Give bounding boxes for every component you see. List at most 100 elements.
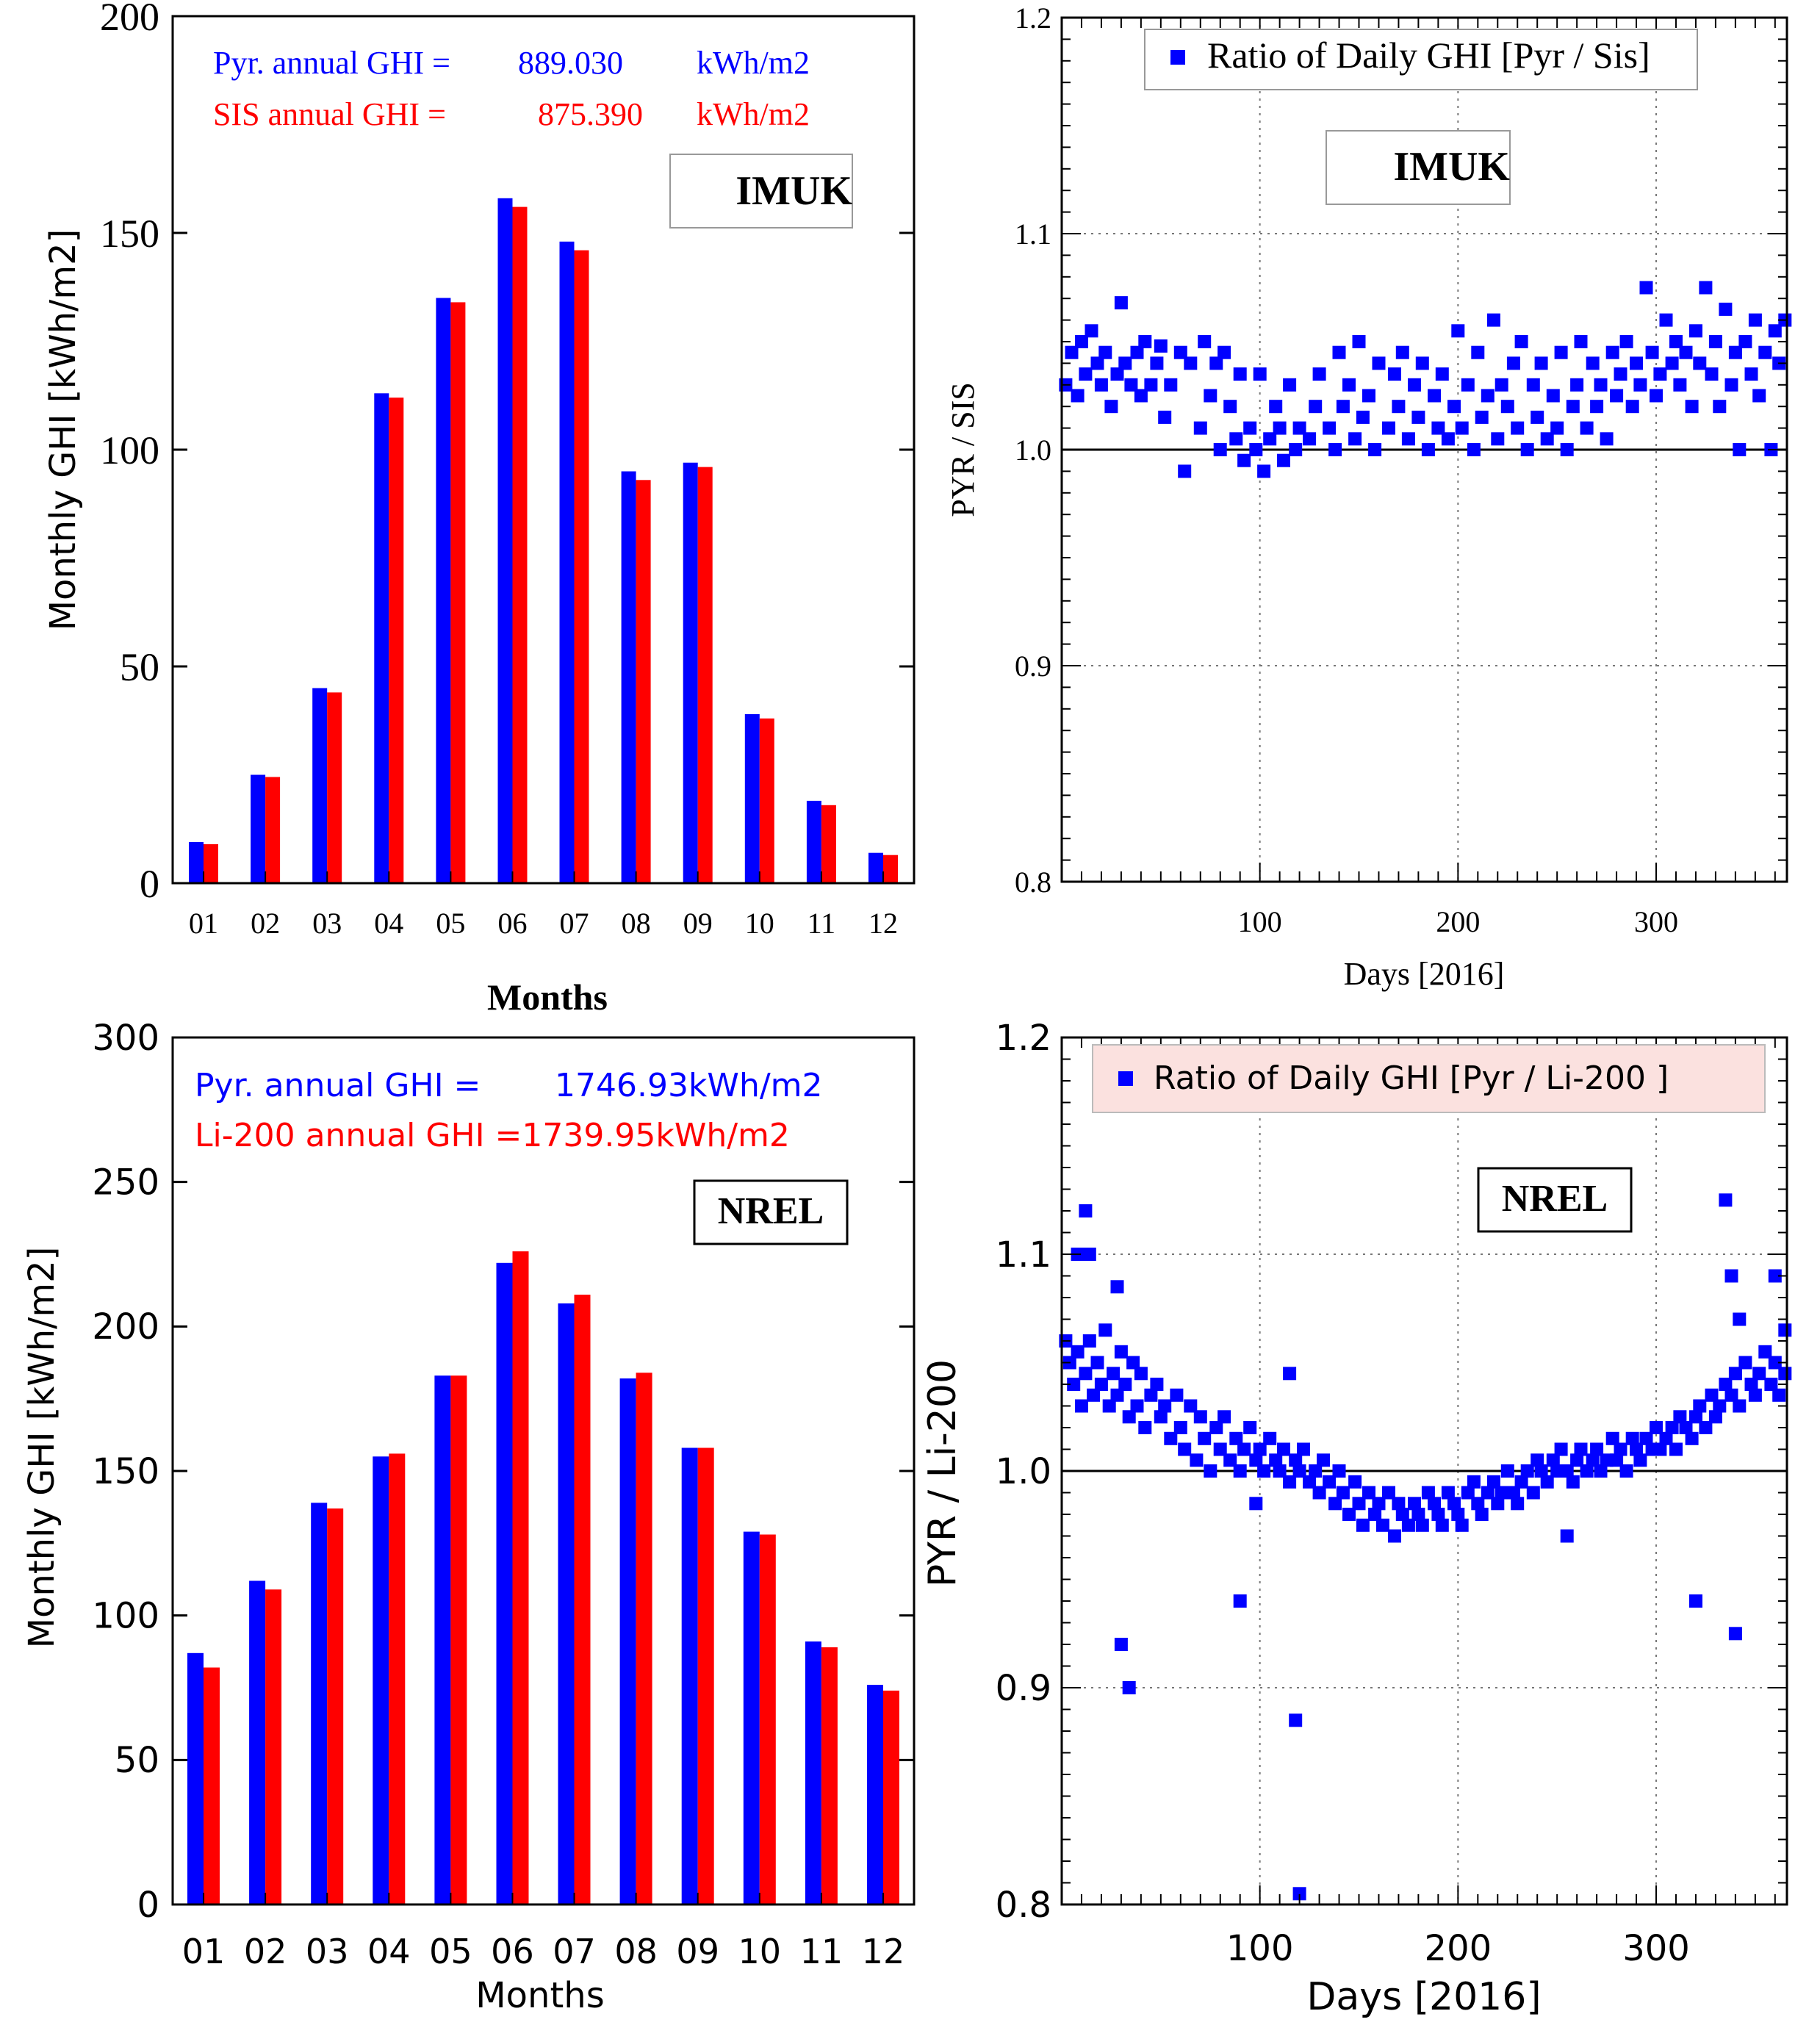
data-point	[1600, 432, 1614, 446]
data-point	[1428, 1497, 1441, 1511]
bar-li200-04	[389, 1453, 406, 1904]
bar-pyr-03	[312, 688, 328, 883]
bar-pyr-12	[867, 1685, 883, 1904]
data-point	[1653, 367, 1667, 381]
data-point	[1362, 1486, 1375, 1500]
data-point	[1170, 1388, 1184, 1402]
bar-pyr-01	[187, 1652, 204, 1904]
data-point	[1534, 356, 1548, 370]
data-point	[1520, 443, 1534, 456]
y-tick-label: 1.0	[1015, 434, 1051, 467]
data-point	[1289, 1453, 1303, 1467]
data-point	[1328, 443, 1342, 456]
bar-pyr-02	[251, 774, 266, 883]
data-point	[1610, 389, 1624, 403]
y-axis-label: PYR / SIS	[945, 382, 981, 517]
y-tick-label: 0.8	[1015, 866, 1051, 899]
x-tick-label: 02	[244, 1932, 287, 1971]
data-point	[1451, 324, 1465, 338]
data-point	[1546, 1453, 1560, 1467]
imuk-ratio-chart: 100 200 300 0.8 0.9 1.0 1.1 1.2 Ratio of Daily …	[945, 1, 1792, 992]
x-tick-label: 10	[738, 1932, 782, 1971]
legend-box	[1092, 1044, 1766, 1113]
data-point	[1570, 378, 1584, 392]
data-point	[1193, 1410, 1207, 1424]
bar-pyr-09	[681, 1447, 698, 1904]
data-point	[1639, 281, 1653, 295]
data-point	[1689, 1410, 1702, 1424]
data-point	[1392, 1497, 1406, 1511]
data-point	[1257, 1464, 1271, 1478]
data-point	[1475, 410, 1489, 424]
x-axis-label: Days [2016]	[1344, 956, 1505, 992]
data-point	[1693, 356, 1707, 370]
data-point	[1164, 378, 1178, 392]
data-point	[1164, 1431, 1178, 1445]
data-point	[1382, 421, 1395, 435]
bar-sis-10	[759, 718, 774, 883]
data-point	[1332, 345, 1346, 359]
data-point	[1421, 1486, 1435, 1500]
data-point	[1441, 1486, 1455, 1500]
data-point	[1297, 1442, 1310, 1456]
data-point	[1269, 400, 1283, 414]
data-point	[1249, 1453, 1263, 1467]
data-point	[1198, 335, 1212, 348]
data-point	[1193, 421, 1207, 435]
station-label: IMUK	[1393, 144, 1510, 190]
data-point	[1233, 367, 1247, 381]
data-point	[1590, 400, 1604, 414]
data-point	[1441, 432, 1455, 446]
data-point	[1079, 367, 1093, 381]
data-point	[1190, 1453, 1204, 1467]
data-point	[1204, 389, 1217, 403]
y-tick-label: 150	[100, 212, 159, 256]
x-tick-label: 100	[1226, 1928, 1294, 1969]
data-point	[1699, 1421, 1713, 1434]
data-point	[1144, 378, 1158, 392]
li200-annual-text: Li-200 annual GHI =1739.95kWh/m2	[195, 1117, 790, 1154]
data-point	[1150, 356, 1164, 370]
data-point	[1665, 356, 1679, 370]
data-point	[1303, 432, 1317, 446]
y-axis-label: Monthly GHI [kWh/m2]	[43, 229, 84, 631]
data-point	[1094, 378, 1108, 392]
data-point	[1451, 1508, 1465, 1521]
data-point	[1110, 1280, 1124, 1294]
data-point	[1114, 1638, 1128, 1651]
data-point	[1082, 1334, 1096, 1348]
data-point	[1348, 432, 1362, 446]
data-point	[1570, 1453, 1584, 1467]
data-point	[1114, 296, 1128, 310]
data-point	[1673, 378, 1687, 392]
x-tick-label: 12	[862, 1932, 905, 1971]
data-point	[1352, 1497, 1366, 1511]
data-point	[1114, 1345, 1128, 1359]
data-point	[1580, 1464, 1594, 1478]
data-point	[1778, 1367, 1792, 1381]
data-point	[1685, 1431, 1699, 1445]
y-tick-label: 1.0	[996, 1451, 1051, 1492]
data-point	[1659, 313, 1673, 327]
data-point	[1150, 1378, 1164, 1391]
data-point	[1481, 389, 1495, 403]
data-point	[1283, 1367, 1297, 1381]
data-point	[1079, 1204, 1093, 1217]
y-tick-label: 100	[100, 428, 159, 472]
data-point	[1122, 1681, 1136, 1694]
data-point	[1738, 1356, 1752, 1370]
data-point	[1594, 1464, 1608, 1478]
data-point	[1352, 335, 1366, 348]
data-point	[1752, 1367, 1766, 1381]
data-point	[1178, 464, 1192, 478]
data-point	[1253, 1442, 1267, 1456]
data-point	[1158, 410, 1172, 424]
x-tick-label: 03	[312, 907, 342, 940]
y-axis-label: PYR / Li-200	[921, 1359, 965, 1587]
data-point	[1540, 1475, 1554, 1489]
data-point	[1415, 356, 1429, 370]
data-point	[1639, 1431, 1653, 1445]
data-point	[1283, 378, 1297, 392]
data-point	[1491, 1497, 1505, 1511]
data-point	[1090, 356, 1104, 370]
